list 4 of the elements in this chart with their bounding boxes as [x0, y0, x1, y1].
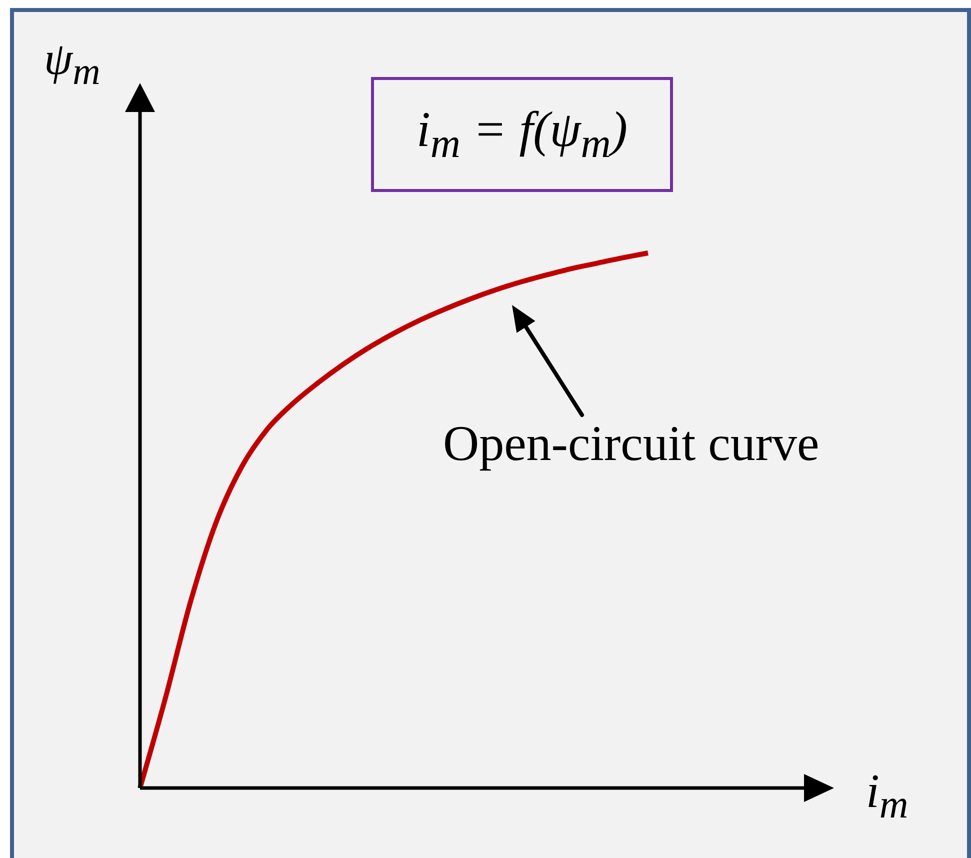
x-axis-title: i$_{m}$: [866, 765, 908, 827]
y-axis-title: ψ$_{m}$: [44, 33, 100, 94]
text: i$_{m}$ = f(ψ$_{m}$): [416, 100, 628, 167]
annotation: Open-circuit curve: [443, 415, 820, 471]
